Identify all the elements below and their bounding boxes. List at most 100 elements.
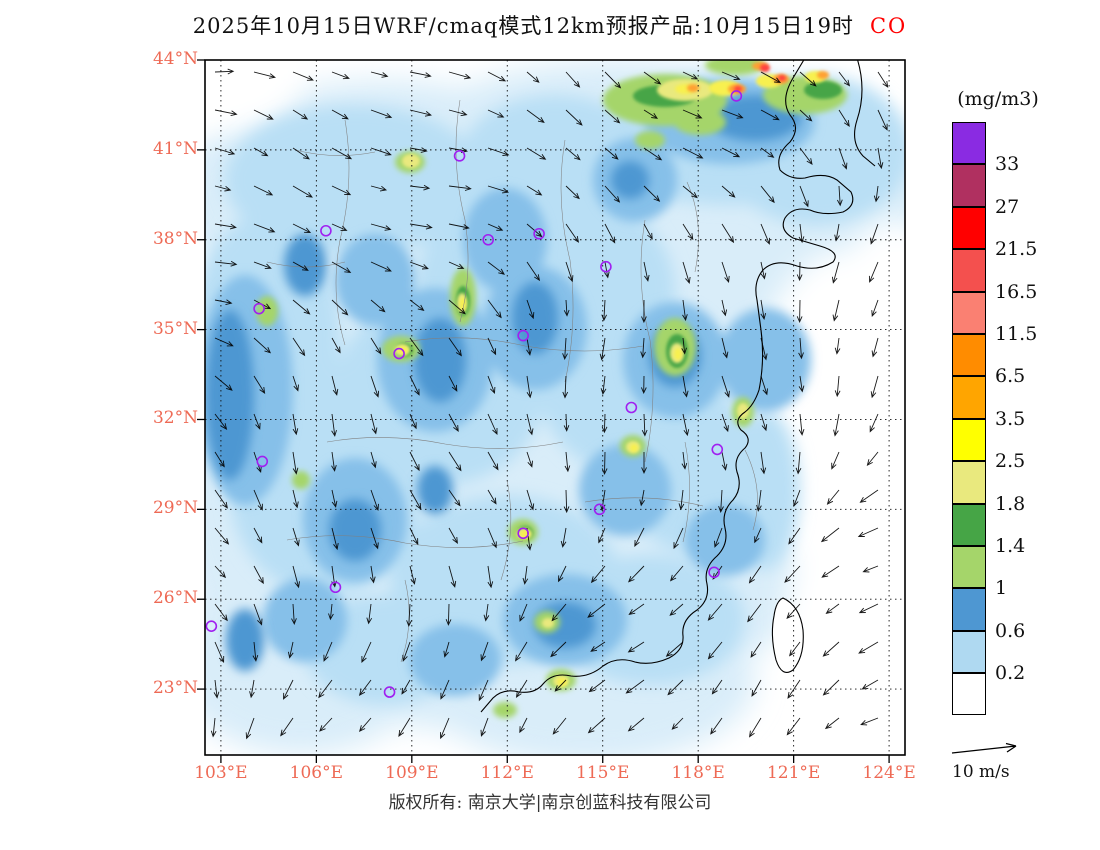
lat-axis-label: 23°N	[152, 678, 198, 699]
wind-arrow	[526, 71, 540, 83]
wind-arrow	[639, 489, 645, 507]
wind-arrow	[440, 679, 450, 700]
wind-reference-label: 10 m/s	[952, 762, 1010, 782]
wind-arrow	[253, 603, 263, 626]
wind-arrow	[564, 451, 571, 473]
colorbar-cell	[952, 376, 986, 419]
wind-arrow	[214, 603, 228, 622]
wind-arrow	[721, 413, 729, 433]
wind-arrow	[707, 641, 723, 660]
wind-arrow	[822, 679, 840, 696]
wind-arrow	[799, 109, 813, 122]
gridlines	[205, 60, 905, 755]
wind-arrow	[253, 223, 276, 233]
colorbar-tick-label: 1.4	[995, 535, 1026, 557]
wind-arrow	[861, 679, 879, 690]
station-marker	[600, 260, 612, 273]
colorbar-tick-label: 3.5	[995, 407, 1026, 430]
wind-arrow	[598, 527, 606, 544]
wind-arrow	[409, 71, 432, 78]
wind-arrow	[565, 223, 580, 243]
wind-arrow	[793, 489, 801, 507]
wind-arrow	[604, 261, 610, 279]
wind-arrow	[210, 717, 217, 738]
wind-arrow	[402, 641, 411, 662]
wind-arrow	[409, 184, 431, 191]
wind-arrow	[253, 185, 274, 196]
wind-arrow	[857, 527, 879, 537]
wind-arrow	[214, 489, 228, 509]
wind-arrow	[448, 527, 458, 544]
wind-arrow	[487, 299, 502, 319]
wind-arrow	[756, 489, 762, 512]
wind-arrow	[833, 413, 840, 437]
wind-arrow	[798, 375, 805, 393]
wind-arrow	[799, 147, 813, 165]
wind-arrow	[526, 413, 534, 436]
colorbar-cell	[952, 503, 986, 546]
wind-arrow	[409, 413, 417, 430]
wind-arrow	[747, 603, 762, 623]
wind-arrow	[526, 451, 533, 468]
wind-arrow	[563, 299, 570, 317]
wind-arrow	[487, 413, 498, 436]
wind-arrow	[831, 261, 840, 284]
wind-arrow	[370, 337, 382, 355]
wind-arrow	[445, 603, 452, 626]
wind-arrow	[440, 717, 450, 740]
colorbar-tick-label: 2.5	[995, 450, 1026, 473]
wind-arrow	[370, 147, 392, 156]
wind-arrow	[214, 375, 233, 391]
wind-arrow	[665, 641, 684, 657]
wind-arrow	[587, 603, 606, 618]
wind-arrow	[214, 68, 235, 75]
wind-arrow	[562, 375, 569, 399]
wind-arrow	[398, 717, 411, 737]
wind-arrow	[788, 527, 801, 545]
wind-arrow	[565, 71, 581, 88]
wind-arrow	[448, 185, 472, 191]
colorbar-cell	[952, 418, 986, 462]
wind-arrow	[822, 641, 840, 657]
wind-arrow	[721, 451, 728, 471]
wind-arrow	[682, 147, 704, 159]
wind-arrow	[478, 679, 489, 702]
wind-arrow	[552, 717, 567, 735]
wind-arrow	[283, 679, 294, 700]
wind-arrow	[751, 679, 762, 697]
wind-arrow	[331, 147, 353, 160]
wind-arrow	[748, 565, 762, 584]
wind-arrow	[681, 451, 688, 470]
colorbar-cell	[952, 673, 986, 716]
wind-arrow	[643, 223, 653, 240]
wind-arrow	[292, 565, 300, 589]
wind-arrow	[834, 375, 841, 398]
wind-arrow	[214, 641, 225, 664]
wind-arrow	[551, 603, 567, 622]
wind-arrow	[858, 603, 879, 614]
wind-arrow	[821, 565, 840, 578]
wind-arrow	[253, 413, 261, 430]
wind-arrow	[824, 717, 840, 730]
wind-arrow	[601, 413, 608, 434]
wind-arrow	[643, 261, 650, 282]
wind-arrow	[331, 71, 350, 80]
wind-arrow	[253, 565, 264, 585]
wind-arrow	[707, 603, 723, 621]
wind-arrow	[643, 185, 661, 202]
station-markers	[205, 90, 743, 698]
colorbar-tick-label: 0.2	[995, 662, 1026, 685]
wind-arrow	[292, 299, 311, 315]
colorbar-tick-label: 21.5	[995, 238, 1038, 261]
wind-arrow	[370, 413, 378, 435]
wind-arrow	[870, 223, 879, 245]
wind-arrow	[667, 679, 684, 696]
wind-arrow	[448, 261, 465, 269]
colorbar-cell	[952, 545, 986, 589]
wind-arrow	[487, 185, 510, 194]
lon-axis-label: 106°E	[289, 763, 344, 783]
wind-arrow	[604, 223, 616, 244]
wind-arrow	[409, 489, 422, 510]
colorbar-tick-label: 33	[995, 153, 1020, 176]
